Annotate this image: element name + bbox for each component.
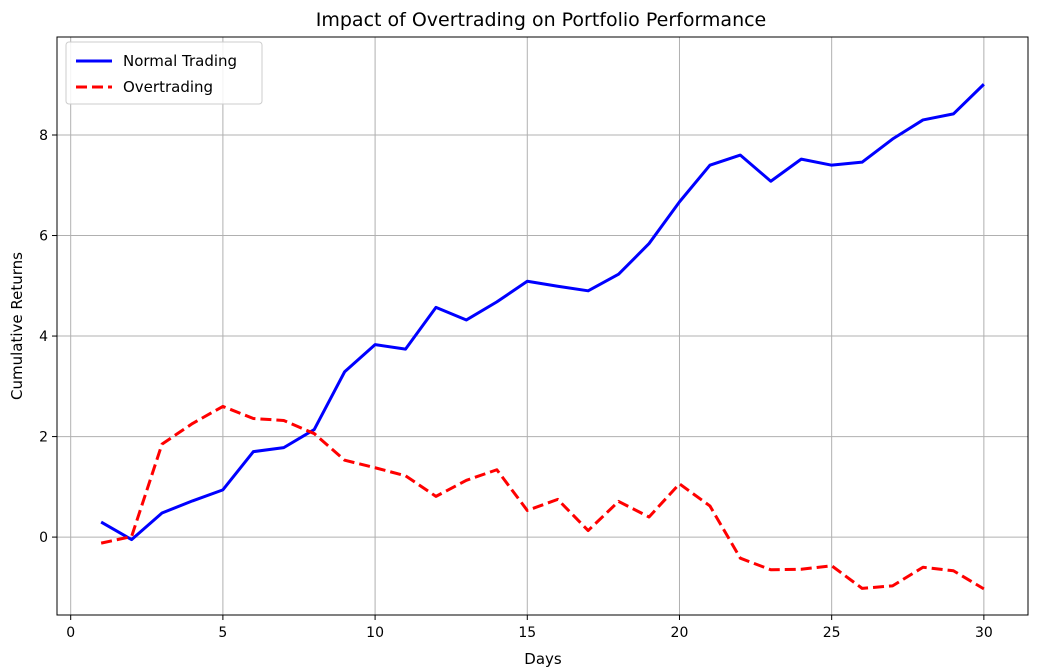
series-line-overtrading bbox=[100, 404, 985, 591]
y-tick-label: 2 bbox=[39, 430, 48, 446]
grid-lines bbox=[57, 37, 1028, 615]
y-tick-label: 0 bbox=[39, 530, 48, 546]
series-line-normal-trading bbox=[100, 83, 985, 542]
y-tick-label: 4 bbox=[39, 329, 48, 345]
x-tick-label: 20 bbox=[671, 625, 689, 641]
y-tick-label: 6 bbox=[39, 229, 48, 245]
x-tick-label: 10 bbox=[366, 625, 384, 641]
plot-frame bbox=[56, 36, 1029, 616]
legend: Normal Trading Overtrading bbox=[65, 41, 263, 105]
series-lines bbox=[100, 83, 985, 591]
y-axis-label: Cumulative Returns bbox=[8, 252, 26, 400]
chart-title: Impact of Overtrading on Portfolio Perfo… bbox=[316, 9, 767, 31]
x-axis-label: Days bbox=[524, 650, 562, 668]
x-tick-label: 25 bbox=[823, 625, 841, 641]
axis-ticks: 0 5 10 15 20 25 30 0 2 4 6 8 bbox=[39, 128, 993, 641]
x-tick-label: 0 bbox=[66, 625, 75, 641]
legend-box bbox=[65, 41, 263, 105]
x-tick-label: 30 bbox=[975, 625, 993, 641]
legend-label-normal-trading: Normal Trading bbox=[123, 52, 237, 70]
x-tick-label: 5 bbox=[218, 625, 227, 641]
legend-label-overtrading: Overtrading bbox=[123, 78, 213, 96]
y-tick-label: 8 bbox=[39, 128, 48, 144]
x-tick-label: 15 bbox=[518, 625, 536, 641]
